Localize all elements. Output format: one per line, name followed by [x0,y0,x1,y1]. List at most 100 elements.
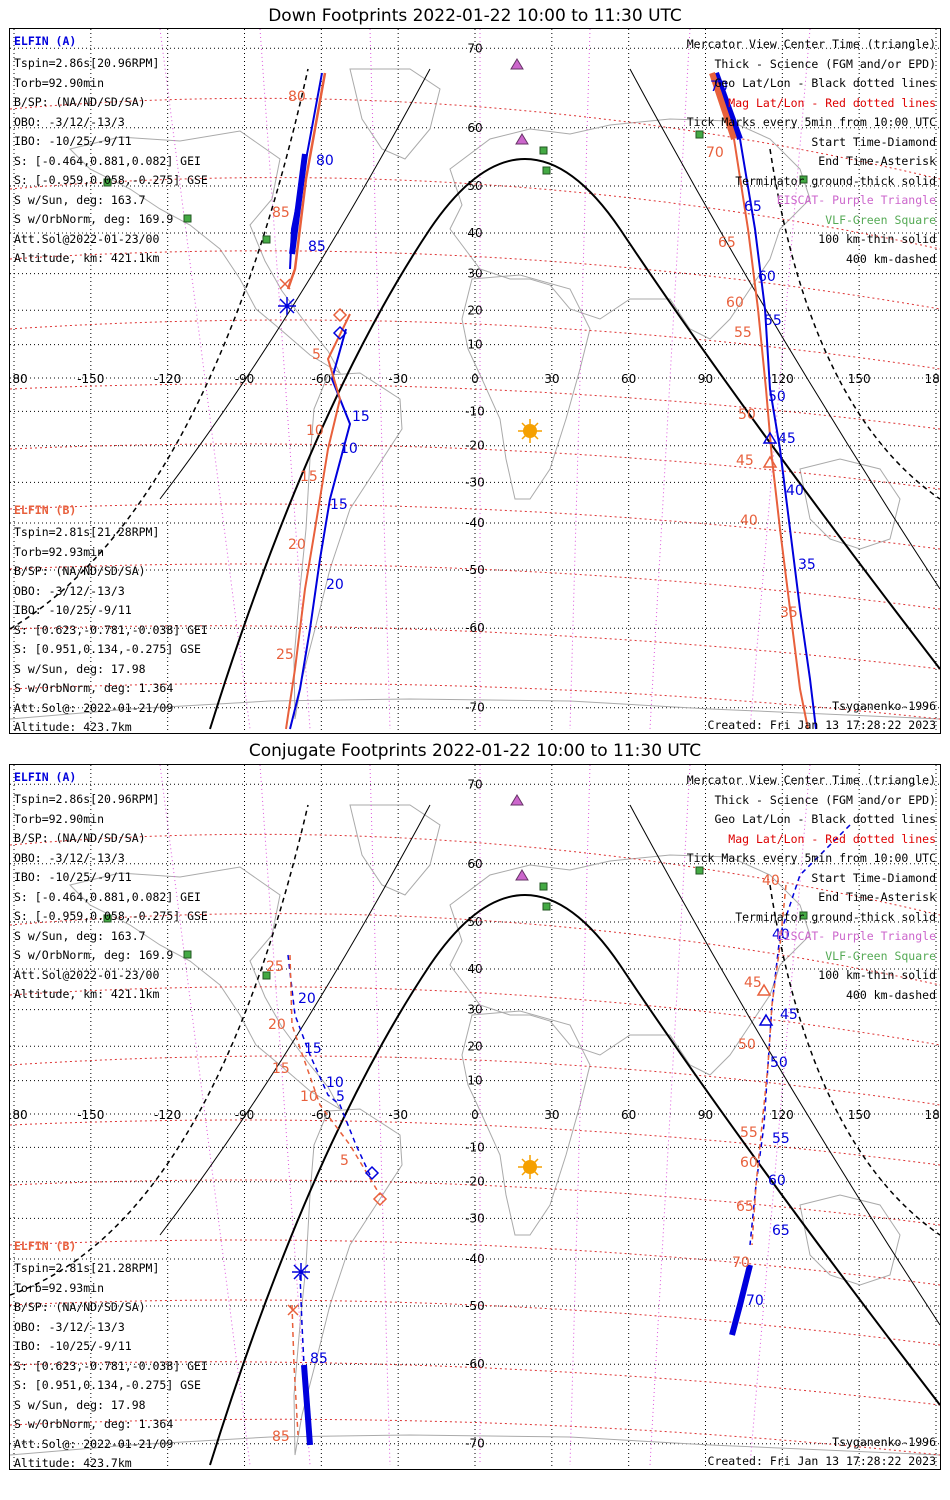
track-tick-label: 5 [340,1153,349,1169]
elfin-a-info-line: IBO: -10/25/-9/11 [14,870,132,884]
lon-tick-label: 60 [621,1108,636,1122]
elfin-a-info-line: S w/Sun, deg: 163.7 [14,192,146,207]
elfin-a-label: ELFIN (A) [14,770,77,784]
lat-tick-label: 20 [467,1039,482,1053]
lat-tick-label: -50 [465,1299,485,1313]
lat-tick-label: -40 [465,516,485,530]
elfin-a-info-line: Altitude, km: 421.1km [14,987,160,1001]
lon-tick-label: 30 [544,372,559,386]
track-tick-label: 85 [308,239,326,255]
legend-entry: Mercator View Center Time (triangle) [686,37,936,51]
track-tick-label: 55 [772,1131,790,1147]
elfin-a-info-line: B/SP: (NA/ND/SD/SA) [14,831,146,845]
track-tick-label: 65 [718,235,736,251]
lon-tick-label: 60 [621,372,636,386]
track-tick-label: 40 [740,513,758,529]
elfin-a-info-line: Altitude, km: 421.1km [14,251,160,265]
mag-grid [10,97,940,720]
elfin-b-info-line: S w/OrbNorm, deg: 1.364 [14,681,174,695]
legend-entry: Mercator View Center Time (triangle) [686,773,936,787]
elfin-a-track-west [289,72,352,730]
track-tick-label: 80 [288,89,306,105]
lat-tick-label: -30 [465,1211,485,1225]
track-tick-label: 55 [764,313,782,329]
lon-tick-label: 180 [925,372,940,386]
track-tick-label: 60 [726,295,744,311]
elfin-b-info-line: Torb=92.93min [14,544,105,559]
track-tick-labels: 2015105404550556065708525201510540455055… [266,873,798,1445]
elfin-b-info-line: B/SP: (NA/ND/SD/SA) [14,1300,146,1314]
conjugate-footprints-title: Conjugate Footprints 2022-01-22 10:00 to… [248,741,702,761]
elfin-b-info-line: IBO: -10/25/-9/11 [14,603,132,617]
elfin-b-info-line: Att.Sol@: 2022-01-21/09 [14,700,174,715]
track-tick-label: 20 [268,1017,286,1033]
legend-entry: Terminator ground-thick solid [735,909,936,924]
elfin-a-info-line: S: [-0.464,0.881,0.082] GEI [14,889,201,904]
start-diamonds [332,307,348,341]
track-tick-label: 35 [798,557,816,573]
elfin-b-conj-east [751,884,787,1246]
track-tick-label: 40 [772,927,790,943]
elfin-a-info-line: S: [-0.959,0.058,-0.275] GSE [14,173,208,187]
track-tick-label: 45 [780,1007,798,1023]
track-tick-label: 85 [272,1429,290,1445]
elfin-a-info-line: Att.Sol@2022-01-23/00 [14,967,160,982]
lon-tick-label: 150 [848,372,871,386]
legend-entry: Start Time-Diamond [811,134,936,149]
down-footprints-map-panel: -180 -150 -120 -90 -60 -30 0 30 60 90 120 150 180 70 6… [9,28,941,734]
elfin-b-info-line: S w/OrbNorm, deg: 1.364 [14,1417,174,1431]
center-triangles [756,983,774,1026]
track-tick-label: 50 [738,407,756,423]
lon-tick-label: -120 [154,372,181,386]
lon-tick-label: 0 [471,1108,479,1122]
lat-tick-label: -20 [465,439,485,453]
lat-tick-label: 30 [467,267,482,281]
lon-tick-label: 0 [471,372,479,386]
legend-entry: Thick - Science (FGM and/or EPD) [714,792,936,807]
track-tick-label: 15 [304,1041,322,1057]
legend-entry: 100 km-thin solid [818,232,936,246]
terminator-100km [159,804,940,1326]
vlf-squares [103,130,808,244]
elfin-b-conj-west [289,954,381,1436]
elfin-a-info-line: IBO: -10/25/-9/11 [14,134,132,148]
elfin-a-info: Tspin=2.86s[20.96RPM] Torb=92.90min B/SP: … [14,790,208,1005]
track-tick-label: 55 [734,325,752,341]
track-tick-label: 15 [330,497,348,513]
conjugate-map-canvas: -180 -150 -120 -90 -60 -30 0 30 60 90 120 150 180 70 6… [10,765,940,1469]
coastlines [10,68,940,720]
lat-tick-label: 10 [467,1074,482,1088]
track-tick-label: 70 [706,145,724,161]
lon-tick-label: 120 [771,372,794,386]
geo-grid: -180 -150 -120 -90 -60 -30 0 30 60 90 120 150 180 70 6… [10,29,940,733]
legend-entry: 100 km-thin solid [818,968,936,982]
elfin-b-info-line: Altitude: 423.7km [14,720,132,734]
created-label: Created: Fri Jan 13 17:28:22 2023 [707,718,936,732]
sun-icon [518,1155,542,1179]
track-tick-label: 70 [710,79,728,95]
elfin-b-info-line: Tspin=2.81s[21.28RPM] [14,525,160,539]
legend-entry: Geo Lat/Lon - Black dotted lines [714,812,936,826]
model-label: Tsyganenko-1996 [832,699,936,713]
elfin-b-info-line: OBO: -3/12/-13/3 [14,1319,125,1334]
elfin-b-info-line: Att.Sol@: 2022-01-21/09 [14,1436,174,1451]
lat-tick-label: 40 [467,226,482,240]
geo-grid: -180 -150 -120 -90 -60 -30 0 30 60 90 120 150 180 70 6… [10,765,940,1469]
lat-tick-label: -10 [465,1140,485,1154]
end-asterisks [287,1263,310,1316]
track-tick-label: 35 [780,605,798,621]
track-tick-label: 15 [352,409,370,425]
elfin-b-info-line: Torb=92.93min [14,1280,105,1295]
lat-tick-label: -60 [465,621,485,635]
elfin-b-info: Tspin=2.81s[21.28RPM] Torb=92.93min B/SP: … [14,523,208,734]
lon-tick-label: -150 [77,372,104,386]
elfin-a-conj-west [287,954,371,1446]
lon-tick-label: 180 [925,1108,940,1122]
lon-tick-label: 90 [698,1108,713,1122]
lon-tick-label: -60 [312,1108,332,1122]
elfin-b-info-line: S w/Sun, deg: 17.98 [14,1397,146,1412]
track-tick-label: 25 [276,647,294,663]
track-tick-labels: 80 85 15 10 15 20 70 65 60 55 50 45 40 35 80 85 5 10 15 20 2… [272,79,816,663]
down-map-canvas: -180 -150 -120 -90 -60 -30 0 30 60 90 120 150 180 70 6… [10,29,940,733]
track-tick-label: 65 [736,1199,754,1215]
